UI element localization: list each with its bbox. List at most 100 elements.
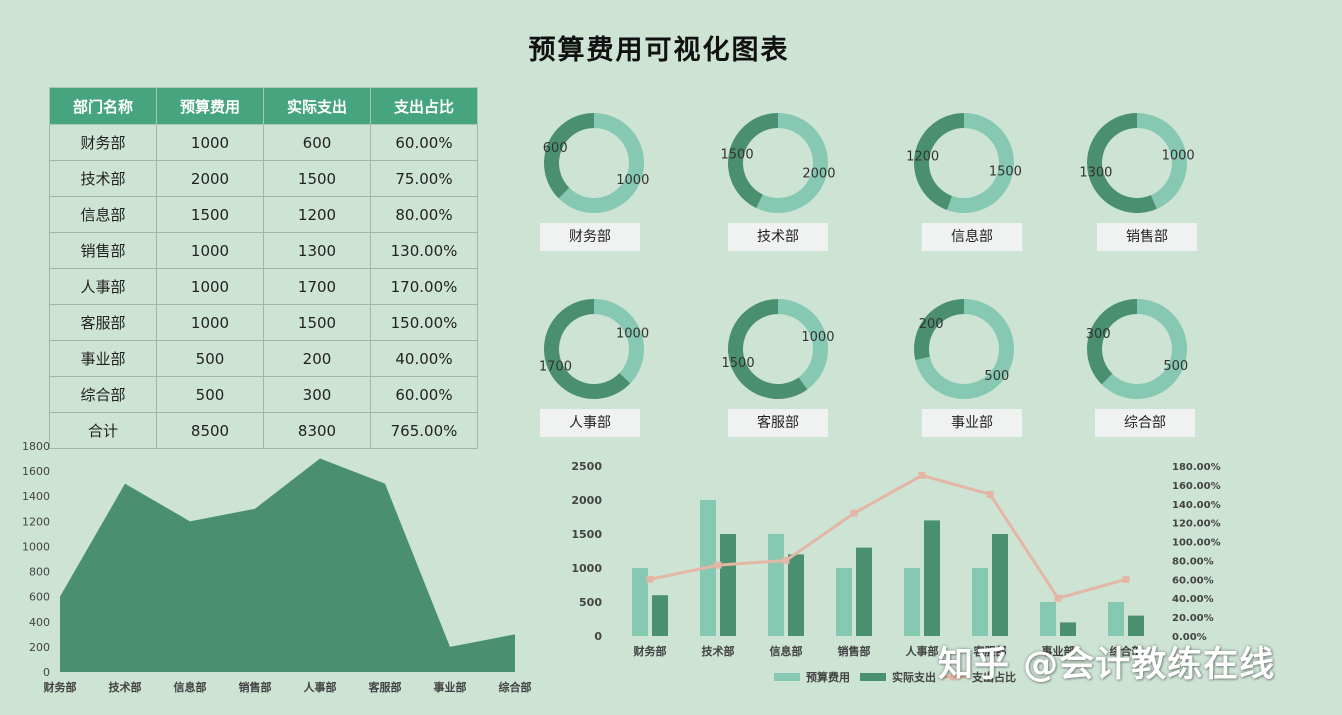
cell-actual: 1500 bbox=[263, 160, 371, 197]
area-series bbox=[60, 458, 515, 672]
ratio-point bbox=[986, 490, 994, 498]
donut-chart: 1000 1700 bbox=[539, 299, 649, 399]
donut-data-label: 200 bbox=[919, 317, 944, 332]
y-tick-label: 200 bbox=[29, 641, 50, 654]
cell-budget: 1000 bbox=[156, 304, 264, 341]
bar-actual bbox=[788, 554, 804, 636]
cell-budget: 1500 bbox=[156, 196, 264, 233]
donut-slice-budget bbox=[594, 299, 644, 384]
y2-tick-label: 120.00% bbox=[1172, 519, 1221, 530]
cell-dept: 销售部 bbox=[49, 232, 157, 269]
cell-ratio: 75.00% bbox=[370, 160, 478, 197]
legend-label: 实际支出 bbox=[892, 670, 936, 684]
donut-data-label: 500 bbox=[984, 369, 1009, 384]
cell-budget: 8500 bbox=[156, 412, 264, 449]
ratio-point bbox=[1122, 575, 1130, 583]
cell-actual: 600 bbox=[263, 124, 371, 161]
bar-actual bbox=[652, 595, 668, 636]
bar-actual bbox=[924, 520, 940, 636]
donut-slice-actual bbox=[544, 113, 594, 199]
donut-slice-actual bbox=[728, 299, 808, 399]
bar-actual bbox=[856, 547, 872, 636]
x-tick-label: 人事部 bbox=[906, 644, 939, 658]
donut-label: 事业部 bbox=[922, 409, 1022, 437]
cell-dept: 合计 bbox=[49, 412, 157, 449]
donut-label: 技术部 bbox=[728, 223, 828, 251]
cell-ratio: 80.00% bbox=[370, 196, 478, 233]
legend-marker bbox=[949, 673, 957, 681]
table-row: 财务部 1000 600 60.00% bbox=[49, 124, 478, 161]
bar-budget bbox=[1108, 602, 1124, 636]
header-dept: 部门名称 bbox=[49, 87, 157, 125]
y-tick-label: 1400 bbox=[22, 490, 50, 503]
x-tick-label: 事业部 bbox=[1042, 644, 1075, 658]
table-row: 事业部 500 200 40.00% bbox=[49, 340, 478, 377]
page-title: 预算费用可视化图表 bbox=[528, 35, 790, 66]
cell-dept: 财务部 bbox=[49, 124, 157, 161]
bar-budget bbox=[972, 568, 988, 636]
legend-swatch bbox=[774, 673, 800, 681]
y-tick-label: 600 bbox=[29, 591, 50, 604]
bar-budget bbox=[768, 534, 784, 636]
header-ratio: 支出占比 bbox=[370, 87, 478, 125]
table-row: 信息部 1500 1200 80.00% bbox=[49, 196, 478, 233]
cell-ratio: 765.00% bbox=[370, 412, 478, 449]
donut-data-label: 1200 bbox=[906, 150, 939, 165]
y-tick-label: 1000 bbox=[22, 540, 50, 553]
y2-tick-label: 180.00% bbox=[1172, 462, 1221, 473]
donut-label: 信息部 bbox=[922, 223, 1022, 251]
donut-slice-budget bbox=[778, 299, 828, 390]
cell-dept: 信息部 bbox=[49, 196, 157, 233]
x-tick-label: 综合部 bbox=[1110, 644, 1143, 658]
legend-label: 支出占比 bbox=[971, 670, 1016, 684]
x-tick-label: 客服部 bbox=[368, 680, 402, 694]
cell-dept: 客服部 bbox=[49, 304, 157, 341]
table-row: 合计 8500 8300 765.00% bbox=[49, 412, 478, 449]
donut-label: 销售部 bbox=[1097, 223, 1197, 251]
y-tick-label: 0 bbox=[594, 630, 602, 643]
y-tick-label: 1500 bbox=[571, 528, 602, 541]
cell-budget: 500 bbox=[156, 376, 264, 413]
ratio-point bbox=[782, 556, 790, 564]
cell-actual: 1500 bbox=[263, 304, 371, 341]
donut-slice-budget bbox=[946, 113, 1014, 213]
bar-actual bbox=[992, 534, 1008, 636]
cell-budget: 500 bbox=[156, 340, 264, 377]
donut-slice-actual bbox=[544, 299, 631, 399]
y2-tick-label: 40.00% bbox=[1172, 594, 1214, 605]
ratio-point bbox=[918, 471, 926, 479]
x-tick-label: 财务部 bbox=[43, 680, 77, 694]
donut-chart: 1000 1500 bbox=[722, 299, 834, 399]
donut-data-label: 500 bbox=[1163, 359, 1188, 374]
donut-data-label: 1500 bbox=[989, 164, 1022, 179]
donut-data-label: 1000 bbox=[1162, 148, 1195, 163]
cell-actual: 300 bbox=[263, 376, 371, 413]
x-tick-label: 财务部 bbox=[633, 644, 667, 658]
bar-budget bbox=[632, 568, 648, 636]
cell-actual: 200 bbox=[263, 340, 371, 377]
donut-label: 客服部 bbox=[728, 409, 828, 437]
donut-label: 财务部 bbox=[540, 223, 640, 251]
donut-slice-budget bbox=[558, 113, 644, 213]
y2-tick-label: 60.00% bbox=[1172, 575, 1214, 586]
cell-ratio: 170.00% bbox=[370, 268, 478, 305]
cell-budget: 1000 bbox=[156, 124, 264, 161]
x-tick-label: 综合部 bbox=[499, 680, 532, 694]
cell-dept: 人事部 bbox=[49, 268, 157, 305]
donut-chart: 1500 1200 bbox=[906, 113, 1022, 213]
header-budget: 预算费用 bbox=[156, 87, 264, 125]
y-tick-label: 2500 bbox=[571, 460, 602, 473]
bar-budget bbox=[1040, 602, 1056, 636]
donut-slice-budget bbox=[1137, 113, 1187, 209]
donut-label: 人事部 bbox=[540, 409, 640, 437]
legend-swatch bbox=[860, 673, 886, 681]
donut-slice-actual bbox=[1087, 299, 1137, 385]
bar-actual bbox=[1128, 615, 1144, 636]
table-row: 客服部 1000 1500 150.00% bbox=[49, 304, 478, 341]
donut-data-label: 1000 bbox=[801, 330, 834, 345]
y2-tick-label: 80.00% bbox=[1172, 556, 1214, 567]
y-tick-label: 2000 bbox=[571, 494, 602, 507]
budget-table: 部门名称 预算费用 实际支出 支出占比 财务部 1000 600 60.00% 技术部 2… bbox=[49, 87, 478, 449]
cell-actual: 1700 bbox=[263, 268, 371, 305]
donut-slice-actual bbox=[728, 113, 778, 209]
